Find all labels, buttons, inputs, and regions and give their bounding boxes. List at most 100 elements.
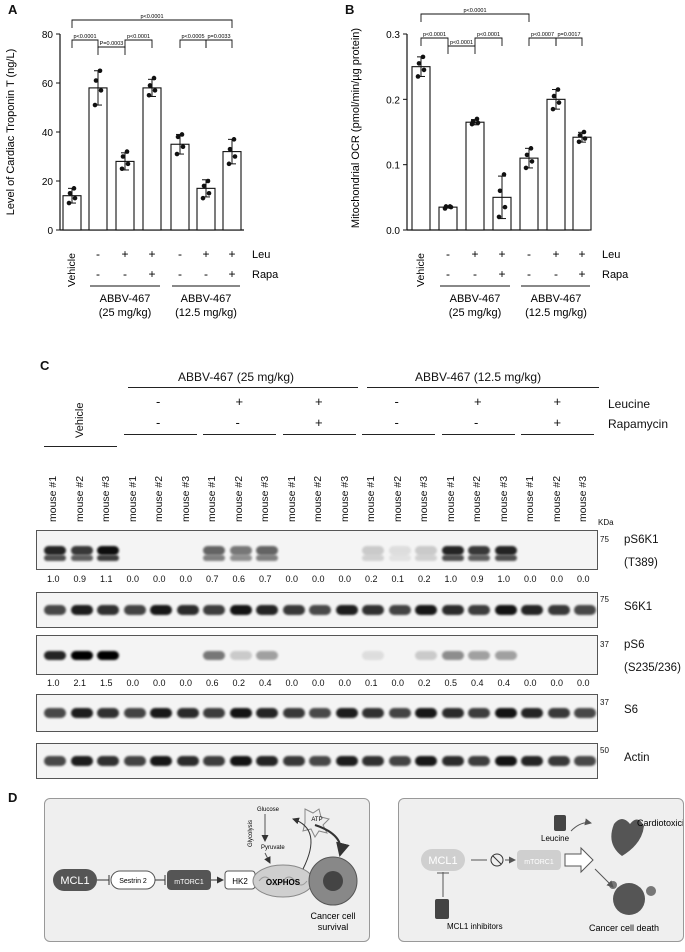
group1-name: ABBV-467: [450, 293, 501, 305]
lane-label: mouse #3: [179, 475, 192, 522]
band-quantification: 0.0: [285, 574, 299, 584]
blot-band: [521, 756, 543, 766]
leu-label: Leu: [602, 249, 620, 261]
rapamycin-sign: -: [235, 415, 240, 430]
blot-band: [203, 555, 225, 561]
blot-protein-label: Actin: [624, 752, 650, 764]
leu-sign: -: [527, 247, 531, 261]
data-point: [227, 146, 233, 152]
data-point: [66, 200, 72, 206]
blot-band: [388, 708, 411, 718]
band-quantification: 0.0: [126, 574, 140, 584]
lane-label: mouse #2: [153, 475, 165, 522]
kda-marker: 37: [600, 698, 609, 707]
leucine-sign: -: [394, 394, 399, 409]
blot-group2-label: ABBV-467 (12.5 mg/kg): [415, 370, 542, 384]
mcl1-node: [53, 869, 97, 891]
bar: [88, 87, 108, 231]
band-quantification: 0.0: [179, 574, 193, 584]
bar: [438, 206, 458, 231]
rapa-sign: -: [446, 267, 450, 281]
rapa-sign: -: [554, 267, 558, 281]
band-quantification: 0.9: [471, 574, 484, 584]
rapa-sign: -: [96, 267, 100, 281]
blot-band: [441, 545, 464, 555]
p-value: p=0.0017: [557, 32, 580, 38]
rapa-sign: -: [527, 267, 531, 281]
data-point: [443, 204, 449, 209]
atp-burst-icon: [302, 808, 330, 838]
data-point: [501, 172, 507, 177]
blot-band: [44, 650, 66, 660]
data-point: [577, 132, 583, 138]
blot-band: [256, 650, 278, 660]
p-value: p<0.0001: [463, 8, 486, 14]
blot-band: [335, 756, 358, 766]
blot-strip: [36, 743, 598, 779]
data-point: [470, 119, 476, 124]
data-point: [125, 161, 131, 167]
lane-label: mouse #2: [550, 475, 563, 522]
rapamycin-sign: -: [394, 415, 399, 430]
bar: [170, 143, 190, 231]
blot-band: [282, 605, 305, 615]
blocked-icon: [490, 853, 504, 867]
blot-band: [574, 708, 596, 718]
leu-sign: +: [498, 247, 505, 261]
data-point: [175, 134, 181, 140]
kda-marker: 75: [600, 535, 609, 544]
blot-site-label: (S235/236): [624, 662, 681, 674]
band-quantification: 0.0: [338, 574, 352, 584]
lane-label: mouse #3: [577, 475, 589, 522]
treatment-group-line: [203, 434, 276, 435]
blot-band: [441, 555, 464, 561]
blot-band: [362, 605, 384, 615]
leu-sign: +: [228, 247, 235, 261]
blot-strip: [36, 694, 598, 732]
bar: [519, 157, 539, 231]
kda-label: KDa: [598, 518, 614, 527]
sig-bracket: [555, 37, 583, 46]
sig-bracket: [474, 37, 503, 46]
blot-band: [256, 756, 278, 766]
x-label-vehicle: Vehicle: [66, 253, 78, 287]
blot-band: [44, 605, 66, 615]
lane-label: mouse #1: [444, 475, 457, 522]
panel-d-right-box: MCL1 MCL1 inhibitors mTORC1 Leucine Card…: [398, 798, 684, 942]
y-tick-label: 0: [47, 226, 53, 237]
mcl1-faded-node: [421, 849, 465, 871]
open-arrow-icon: [564, 846, 594, 874]
mtorc1-faded-label: mTORC1: [524, 859, 554, 866]
leu-sign: +: [121, 247, 128, 261]
leu-label: Leu: [252, 249, 270, 261]
blot-band: [123, 756, 146, 766]
blot-band: [203, 605, 225, 615]
blot-group2-line: [367, 387, 599, 388]
rapa-sign: +: [498, 267, 505, 281]
blot-band: [150, 708, 172, 718]
blot-site-label: (T389): [624, 557, 658, 569]
blot-band: [203, 756, 225, 766]
lane-label: mouse #2: [391, 475, 404, 522]
blot-band: [362, 708, 384, 718]
sig-bracket: [71, 39, 99, 48]
sig-bracket: [124, 39, 153, 48]
panel-d-right-diagram: MCL1 MCL1 inhibitors mTORC1 Leucine Card…: [421, 815, 683, 933]
p-value: p<0.0001: [140, 14, 163, 20]
blot-band: [362, 650, 384, 660]
blot-band: [97, 545, 119, 555]
data-point: [152, 88, 158, 93]
blot-band: [362, 555, 384, 561]
blot-band: [441, 605, 464, 615]
p-value: p<0.0001: [450, 40, 473, 46]
blot-band: [415, 545, 437, 555]
hk2-node-label: HK2: [232, 877, 248, 886]
data-point: [497, 188, 503, 194]
blot-band: [309, 605, 331, 615]
sig-bracket: [71, 19, 233, 28]
leucine-sign: -: [156, 394, 161, 409]
p-value: p<0.0001: [477, 32, 500, 38]
blot-band: [441, 756, 464, 766]
y-tick-label: 60: [42, 79, 54, 90]
blot-band: [229, 756, 252, 766]
